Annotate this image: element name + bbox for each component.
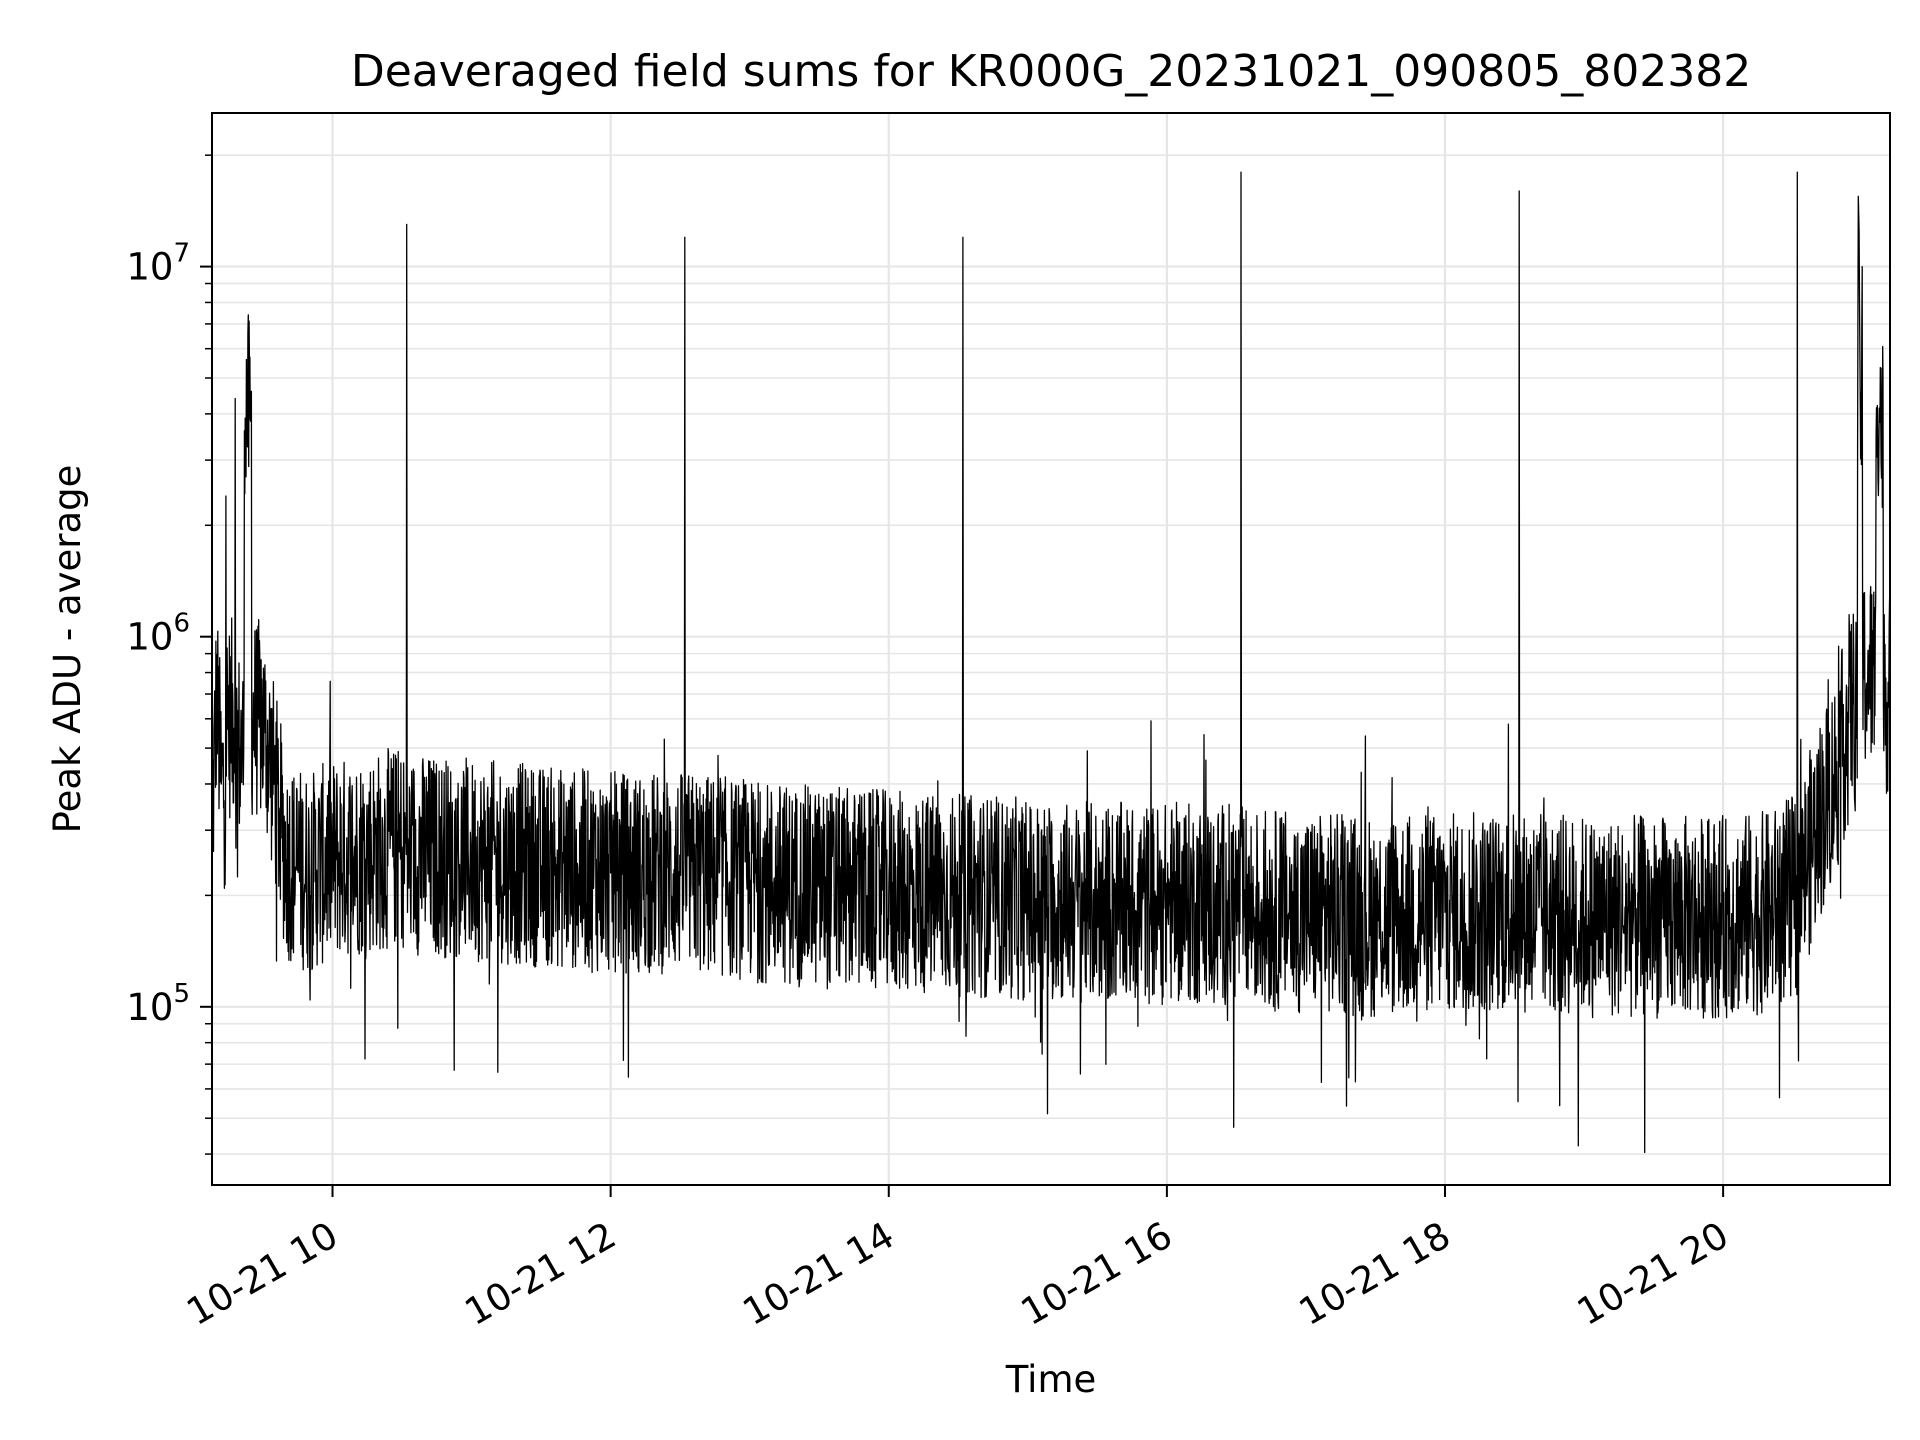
x-axis: 10-21 10 10-21 12 10-21 14 10-21 16 10-21 18…: [179, 1185, 1736, 1334]
series-line: [211, 171, 1891, 1154]
y-tick-label: 106: [126, 609, 190, 659]
x-tick-label: 10-21 20: [1570, 1214, 1736, 1334]
x-tick-label: 10-21 18: [1292, 1214, 1458, 1334]
x-tick-label: 10-21 12: [458, 1214, 624, 1334]
y-tick-label: 107: [126, 239, 190, 289]
y-axis: 105 106 107: [126, 154, 212, 1155]
chart-title: Deaveraged field sums for KR000G_2023102…: [351, 46, 1751, 97]
x-tick-label: 10-21 16: [1014, 1214, 1180, 1334]
y-tick-label: 105: [126, 979, 190, 1029]
x-tick-label: 10-21 14: [736, 1214, 902, 1334]
y-axis-label: Peak ADU - average: [46, 465, 89, 834]
grid-lines: [212, 113, 1890, 1185]
x-tick-label: 10-21 10: [179, 1214, 345, 1334]
plot-frame: [211, 112, 1891, 1186]
x-axis-label: Time: [1005, 1358, 1097, 1401]
series-group: [211, 171, 1891, 1154]
